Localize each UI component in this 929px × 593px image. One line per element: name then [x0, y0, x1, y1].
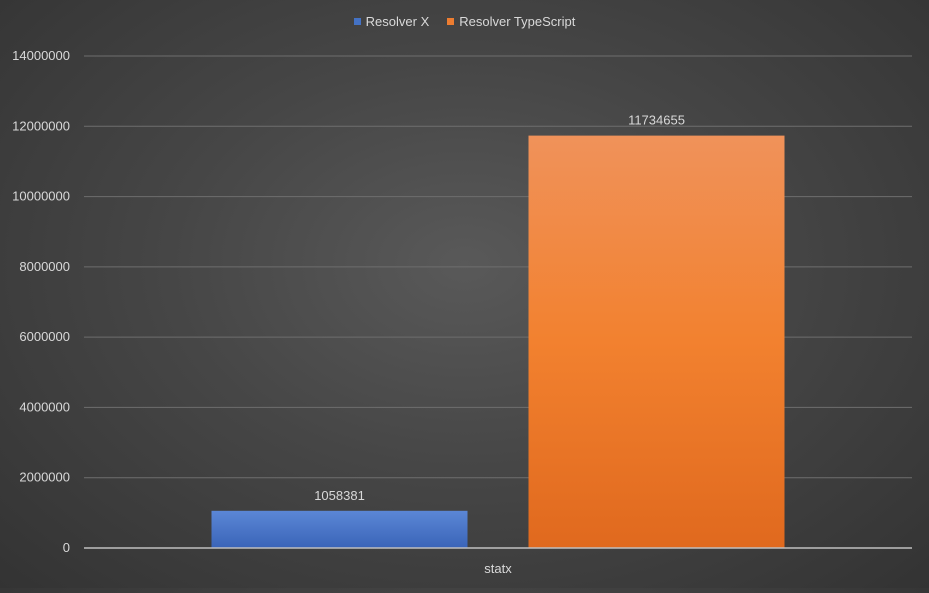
y-tick-label: 14000000	[12, 48, 70, 63]
legend-swatch-resolver-typescript	[447, 18, 455, 25]
data-label-resolver-typescript: 11734655	[628, 113, 685, 128]
legend-item-resolver-x: Resolver X	[353, 14, 430, 29]
legend-label-resolver-typescript: Resolver TypeScript	[459, 14, 576, 29]
y-tick-label: 4000000	[19, 399, 70, 414]
legend-swatch-resolver-x	[353, 18, 361, 25]
bar-resolver-typescript	[528, 135, 785, 548]
chart-legend: Resolver X Resolver TypeScript	[0, 14, 929, 29]
x-category-label: statx	[484, 561, 512, 576]
y-tick-label: 0	[63, 540, 70, 555]
y-tick-label: 10000000	[12, 189, 70, 204]
y-tick-label: 2000000	[19, 470, 70, 485]
y-tick-label: 6000000	[19, 329, 70, 344]
legend-item-resolver-typescript: Resolver TypeScript	[447, 14, 575, 29]
y-tick-label: 8000000	[19, 259, 70, 274]
y-tick-label: 12000000	[12, 118, 70, 133]
legend-label-resolver-x: Resolver X	[365, 14, 430, 29]
data-label-resolver-x: 1058381	[314, 488, 365, 503]
bar-resolver-x	[211, 510, 468, 548]
